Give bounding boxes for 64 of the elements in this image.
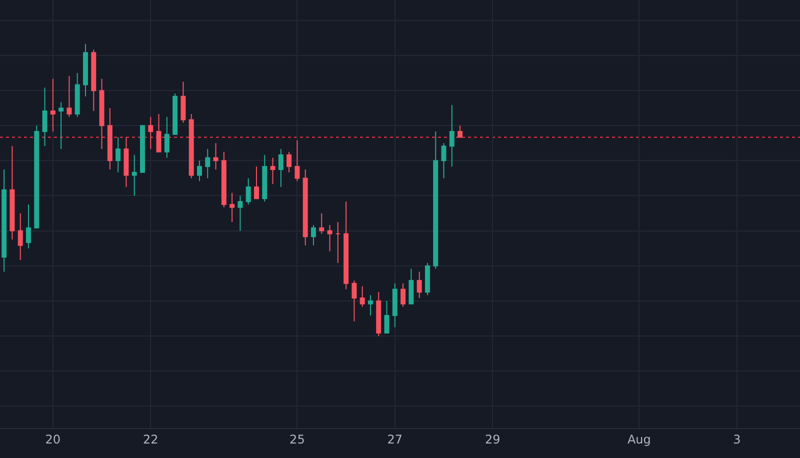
candlestick — [238, 195, 243, 232]
candlestick — [230, 192, 235, 223]
candlestick — [262, 154, 268, 202]
candlestick — [286, 151, 292, 173]
candlestick — [392, 282, 398, 328]
candlestick — [2, 168, 7, 272]
candlestick — [66, 75, 72, 118]
candlestick — [197, 160, 202, 182]
candlestick — [246, 178, 251, 206]
candlestick — [319, 212, 324, 234]
candlestick — [302, 168, 308, 246]
candlestick — [408, 268, 414, 304]
candlestick — [360, 286, 365, 308]
x-tick-label: 29 — [484, 432, 500, 446]
candlestick — [124, 136, 129, 188]
candlestick — [91, 49, 96, 112]
candlestick — [441, 142, 446, 179]
candlestick — [58, 102, 64, 150]
candlestick — [172, 92, 178, 135]
candlestick — [384, 300, 390, 334]
candlestick — [180, 81, 186, 124]
candlestick — [310, 224, 316, 246]
candlestick — [74, 72, 80, 118]
candlestick — [26, 204, 31, 249]
candlestick — [34, 125, 40, 228]
candlestick — [368, 294, 373, 316]
candlestick — [116, 136, 121, 173]
candlestick — [18, 212, 23, 261]
candlestick — [278, 148, 284, 188]
candlestick — [140, 125, 145, 173]
candlestick — [221, 151, 226, 208]
candlestick — [424, 262, 430, 296]
candlestick — [83, 43, 88, 97]
x-tick-label: 20 — [45, 432, 61, 446]
candlestick — [50, 78, 56, 132]
candlestick — [344, 201, 349, 290]
x-tick-label: 22 — [143, 432, 158, 446]
candlestick — [327, 224, 332, 252]
candlestick — [132, 154, 137, 196]
candlestick — [42, 87, 48, 147]
candlestick — [10, 146, 15, 240]
candlestick — [376, 292, 382, 336]
candlestick — [213, 142, 218, 170]
candlestick — [254, 166, 259, 200]
candlestick — [433, 130, 438, 270]
x-tick-label: Aug — [627, 432, 651, 446]
candlestick — [416, 271, 422, 298]
candlestick — [335, 222, 340, 264]
candlestick — [270, 157, 276, 185]
candlestick — [449, 104, 454, 168]
candlestick — [352, 280, 357, 322]
x-tick-label: 25 — [290, 432, 305, 446]
x-tick-label: 27 — [387, 432, 403, 446]
candlestick — [188, 113, 194, 179]
candlestick — [107, 108, 112, 170]
candlestick — [99, 78, 104, 150]
candlestick — [156, 113, 162, 152]
candlestick — [164, 116, 170, 158]
candlestick — [294, 140, 300, 182]
candlestick — [458, 125, 463, 138]
candlestick — [400, 282, 406, 308]
x-tick-label: 3 — [733, 432, 741, 446]
candlestick — [148, 116, 154, 150]
candlestick — [205, 148, 210, 179]
